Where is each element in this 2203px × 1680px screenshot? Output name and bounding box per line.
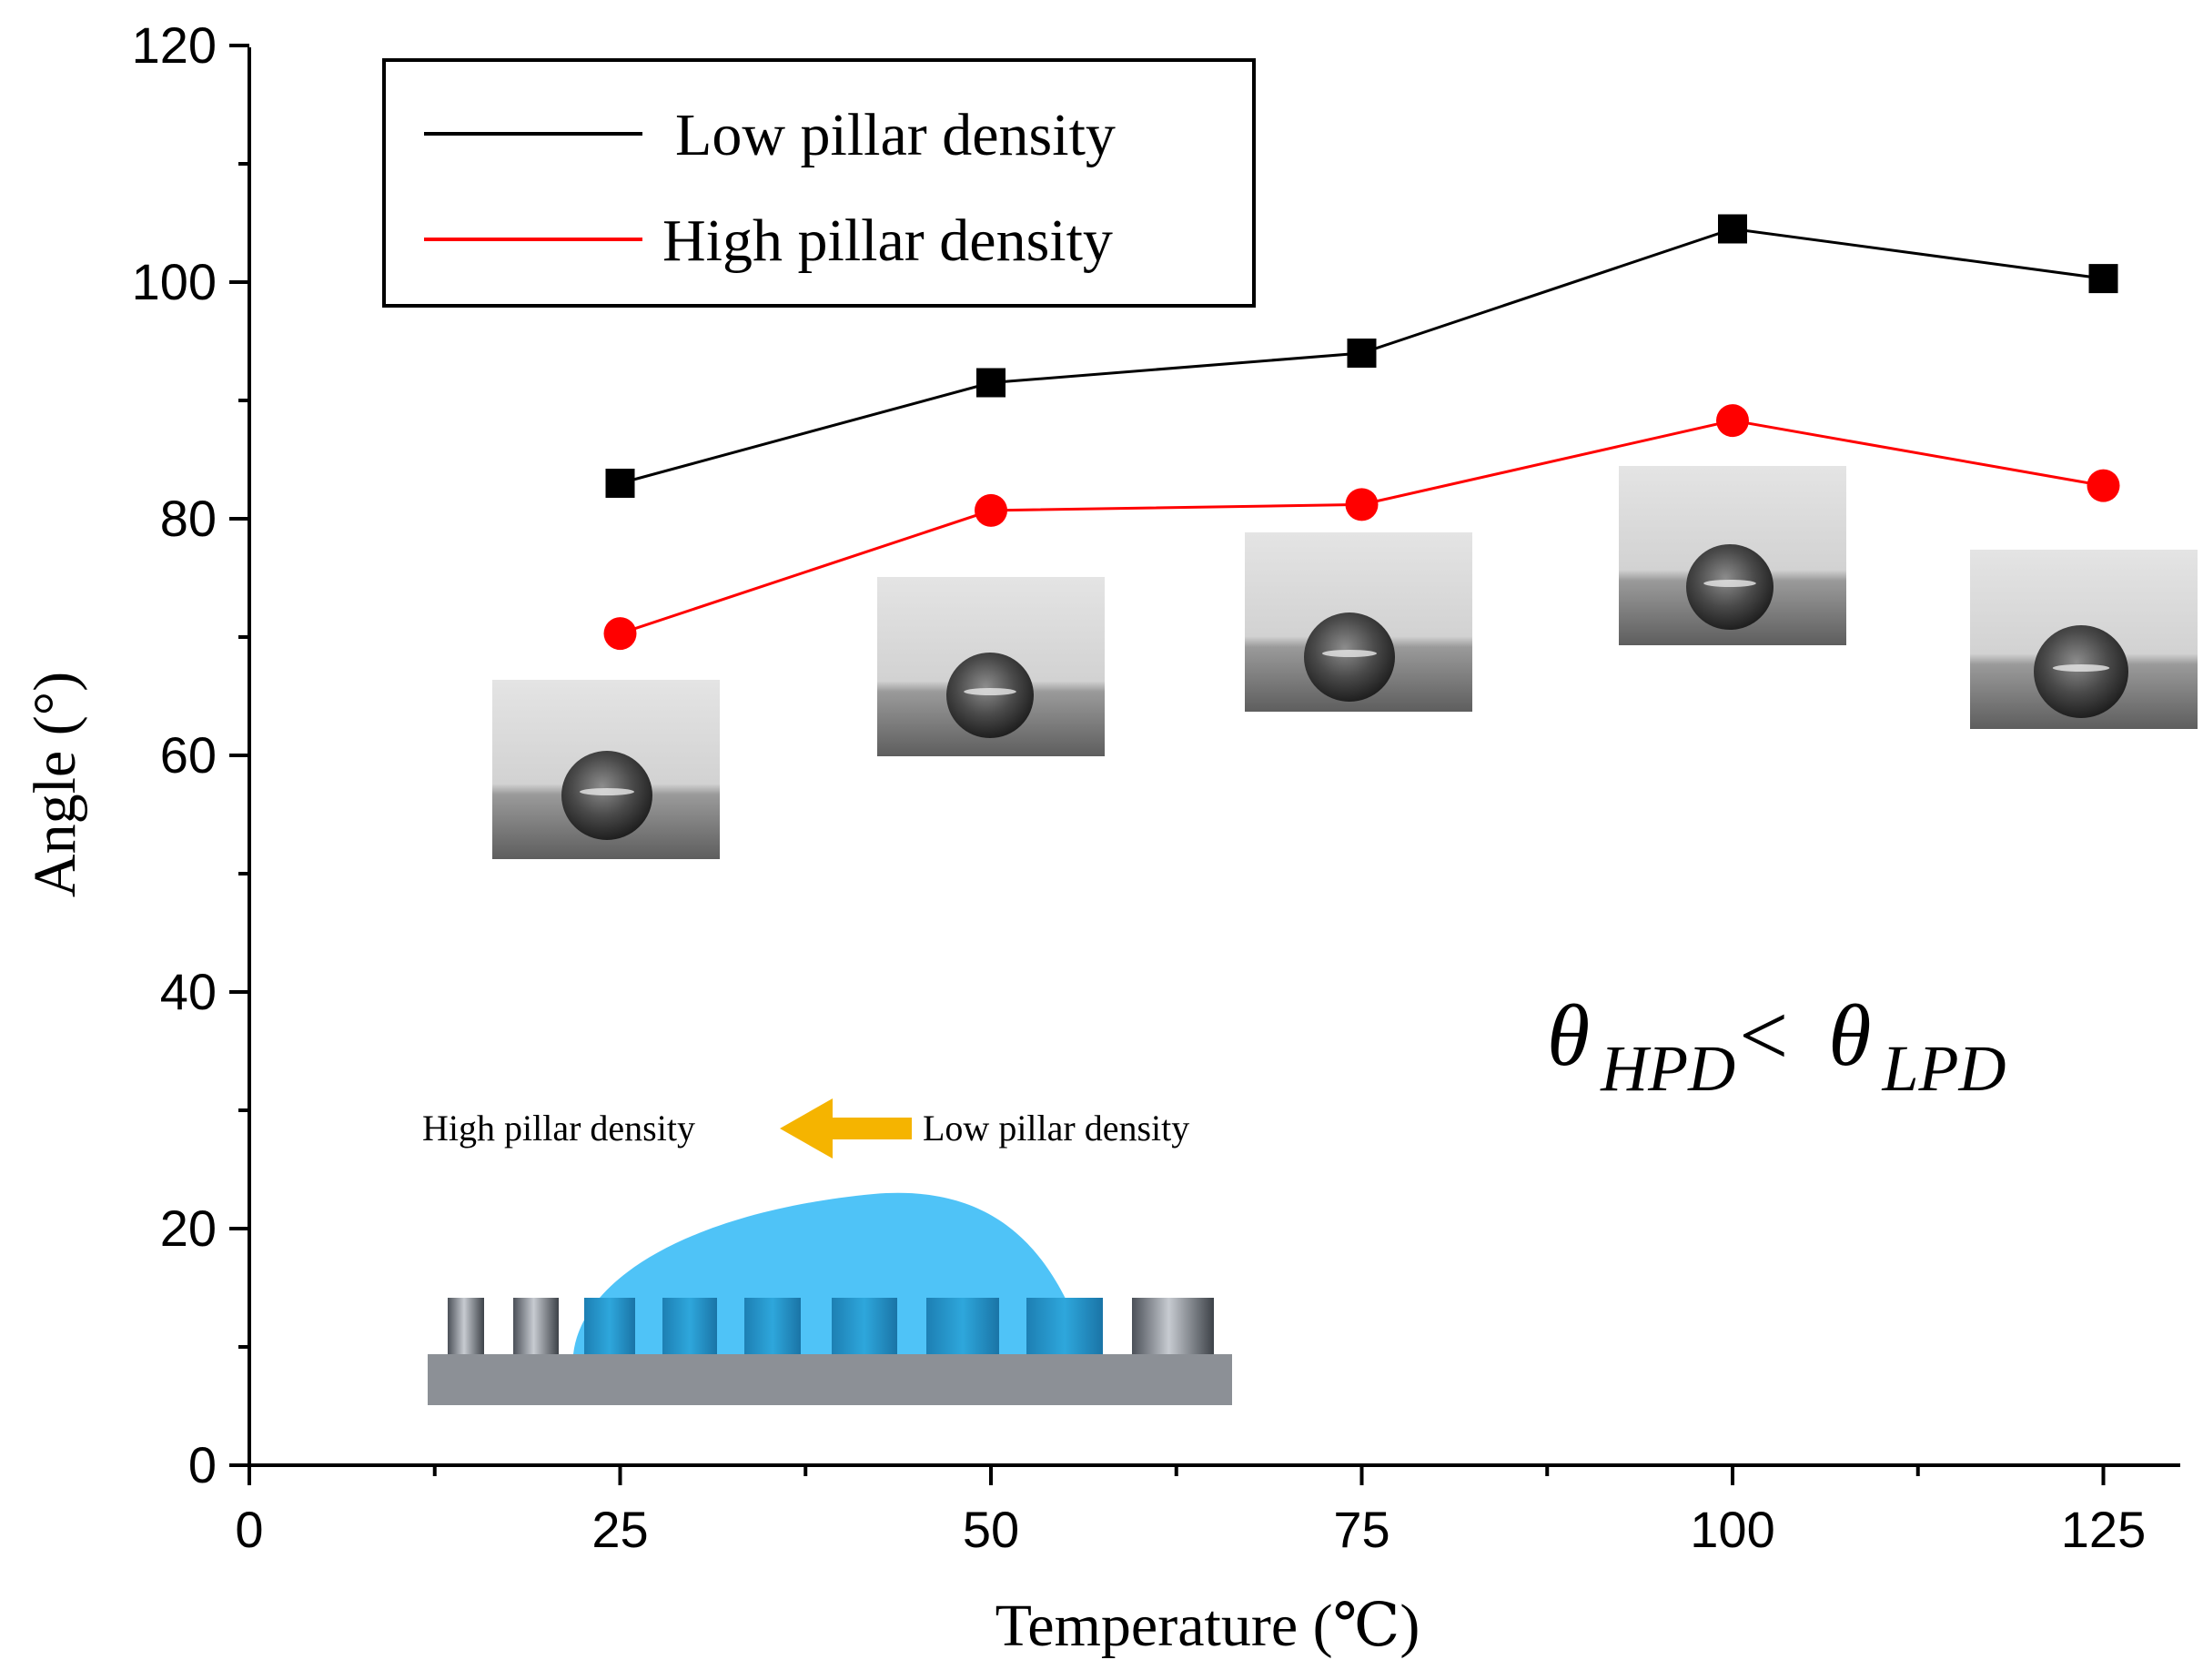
pillar bbox=[448, 1298, 484, 1354]
less-than-sign: < bbox=[1739, 987, 1788, 1084]
data-point-circle bbox=[975, 493, 1007, 527]
theta-annotation: θ HPD < θ LPD bbox=[1547, 987, 2006, 1105]
subscript-lpd: LPD bbox=[1881, 1032, 2006, 1105]
theta-symbol-right: θ bbox=[1828, 987, 1871, 1084]
data-point-circle bbox=[1716, 404, 1749, 438]
droplet-photo bbox=[1970, 550, 2198, 729]
droplet-photos bbox=[492, 466, 2198, 859]
data-point-square bbox=[2088, 264, 2118, 294]
y-tick-label: 20 bbox=[160, 1199, 217, 1257]
y-tick-label: 100 bbox=[132, 253, 217, 310]
data-point-circle bbox=[2087, 469, 2120, 502]
wetted-pillar bbox=[662, 1298, 717, 1354]
wetted-pillar bbox=[832, 1298, 897, 1354]
drop-highlight bbox=[2052, 664, 2110, 672]
subscript-hpd: HPD bbox=[1600, 1032, 1735, 1105]
data-point-square bbox=[1718, 214, 1747, 244]
series-layer bbox=[603, 214, 2120, 651]
drop-highlight bbox=[964, 688, 1016, 695]
legend-label-high-pillar-density: High pillar density bbox=[662, 207, 1113, 274]
inset-label-low-pillar-density: Low pillar density bbox=[923, 1108, 1189, 1149]
y-axis-title: Angle (°) bbox=[22, 672, 88, 897]
pillar bbox=[513, 1298, 559, 1354]
x-axis-title: Temperature (℃) bbox=[995, 1593, 1420, 1659]
wetted-pillar bbox=[926, 1298, 999, 1354]
data-point-circle bbox=[603, 617, 637, 651]
droplet-photo bbox=[1619, 466, 1846, 645]
droplet-photo bbox=[492, 680, 720, 859]
y-tick-label: 60 bbox=[160, 726, 217, 784]
left-arrow-icon bbox=[780, 1098, 912, 1159]
droplet-photo bbox=[1245, 532, 1472, 712]
drop-highlight bbox=[1703, 580, 1756, 587]
data-point-square bbox=[976, 368, 1005, 398]
x-tick-label: 100 bbox=[1690, 1501, 1774, 1558]
pillar bbox=[1132, 1298, 1214, 1354]
axes: 0 20 40 60 80 100 120 0 25 50 75 100 125 bbox=[132, 16, 2180, 1558]
x-tick-label: 25 bbox=[591, 1501, 648, 1558]
theta-symbol-left: θ bbox=[1547, 987, 1590, 1084]
pillar-schematic: High pillar density Low pillar density bbox=[422, 1098, 1232, 1405]
substrate bbox=[428, 1354, 1232, 1405]
legend: Low pillar density High pillar density bbox=[382, 58, 1256, 308]
droplet-photo bbox=[877, 577, 1105, 756]
wetted-pillar bbox=[584, 1298, 635, 1354]
legend-label-low-pillar-density: Low pillar density bbox=[675, 102, 1116, 168]
y-tick-label: 40 bbox=[160, 963, 217, 1020]
legend-box bbox=[382, 58, 1256, 308]
x-tick-label: 0 bbox=[235, 1501, 263, 1558]
inset-label-high-pillar-density: High pillar density bbox=[422, 1108, 695, 1149]
y-tick-label: 120 bbox=[132, 16, 217, 74]
x-tick-label: 50 bbox=[963, 1501, 1019, 1558]
water-droplet bbox=[573, 1192, 1088, 1354]
x-tick-label: 125 bbox=[2061, 1501, 2146, 1558]
y-tick-label: 0 bbox=[188, 1436, 217, 1493]
wetted-pillar bbox=[1026, 1298, 1103, 1354]
data-point-square bbox=[1347, 339, 1377, 368]
data-point-square bbox=[605, 469, 635, 498]
data-point-circle bbox=[1345, 488, 1379, 521]
x-tick-label: 75 bbox=[1333, 1501, 1390, 1558]
wetted-pillar bbox=[744, 1298, 801, 1354]
drop-highlight bbox=[580, 788, 634, 795]
y-tick-label: 80 bbox=[160, 490, 217, 547]
drop-highlight bbox=[1322, 650, 1377, 657]
